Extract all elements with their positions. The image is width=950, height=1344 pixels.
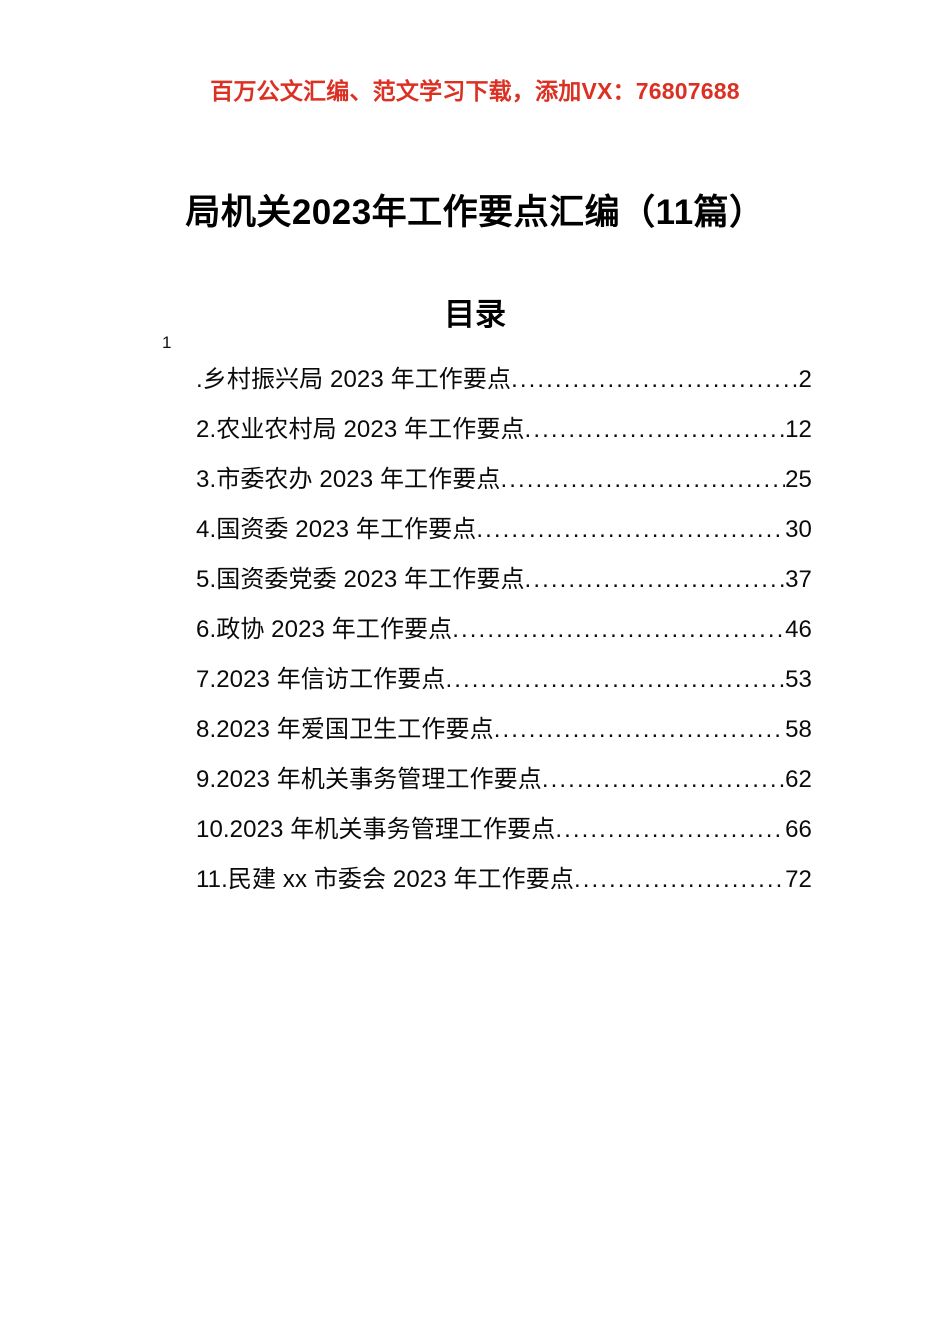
toc-entry-page-number: 62	[785, 766, 812, 793]
toc-dot-leader	[525, 568, 786, 592]
toc-entry-page-number: 72	[785, 866, 812, 893]
toc-entry[interactable]: 4.国资委 2023 年工作要点 30	[196, 518, 812, 568]
toc-entry[interactable]: 11.民建 xx 市委会 2023 年工作要点 72	[196, 868, 812, 918]
toc-entry-label: 5.国资委党委 2023 年工作要点	[196, 566, 525, 593]
toc-entry[interactable]: 2.农业农村局 2023 年工作要点 12	[196, 418, 812, 468]
toc-entry-page-number: 66	[785, 816, 812, 843]
toc-dot-leader	[494, 718, 785, 742]
toc-entry[interactable]: 5.国资委党委 2023 年工作要点 37	[196, 568, 812, 618]
toc-entry[interactable]: 7.2023 年信访工作要点 53	[196, 668, 812, 718]
toc-entry[interactable]: 10.2023 年机关事务管理工作要点 66	[196, 818, 812, 868]
toc-orphan-number: 1	[162, 333, 172, 352]
toc-entry[interactable]: 8.2023 年爱国卫生工作要点 58	[196, 718, 812, 768]
toc-dot-leader	[542, 768, 785, 792]
toc-entry-page-number: 58	[785, 716, 812, 743]
toc-entry-page-number: 25	[785, 466, 812, 493]
toc-dot-leader	[452, 618, 785, 642]
toc-entry-page-number: 12	[785, 416, 812, 443]
toc-dot-leader	[574, 868, 785, 892]
toc-dot-leader	[445, 668, 785, 692]
toc-entry-page-number: 30	[785, 516, 812, 543]
toc-entry-page-number: 37	[785, 566, 812, 593]
toc-entry-label: .乡村振兴局 2023 年工作要点	[196, 366, 512, 393]
toc-entry-page-number: 2	[798, 366, 812, 393]
toc-entry[interactable]: .乡村振兴局 2023 年工作要点 2	[196, 368, 812, 418]
toc-entry[interactable]: 6.政协 2023 年工作要点 46	[196, 618, 812, 668]
toc-entry-label: 11.民建 xx 市委会 2023 年工作要点	[196, 866, 574, 893]
toc-entry-label: 6.政协 2023 年工作要点	[196, 616, 453, 643]
toc-entry-label: 10.2023 年机关事务管理工作要点	[196, 816, 556, 843]
table-of-contents-heading: 目录	[444, 296, 506, 332]
toc-entry-label: 7.2023 年信访工作要点	[196, 666, 446, 693]
toc-dot-leader	[500, 468, 785, 492]
toc-entry[interactable]: 9.2023 年机关事务管理工作要点 62	[196, 768, 812, 818]
toc-dot-leader	[511, 368, 798, 392]
toc-dot-leader	[555, 818, 785, 842]
toc-dot-leader	[525, 418, 786, 442]
toc-entry-label: 2.农业农村局 2023 年工作要点	[196, 416, 525, 443]
toc-entry-page-number: 53	[785, 666, 812, 693]
toc-dot-leader	[476, 518, 785, 542]
toc-entry-label: 4.国资委 2023 年工作要点	[196, 516, 477, 543]
toc-entry-label: 9.2023 年机关事务管理工作要点	[196, 766, 542, 793]
toc-entry-label: 3.市委农办 2023 年工作要点	[196, 466, 501, 493]
table-of-contents-list: .乡村振兴局 2023 年工作要点 2 2.农业农村局 2023 年工作要点 12 3.…	[196, 368, 812, 918]
toc-entry-label: 8.2023 年爱国卫生工作要点	[196, 716, 494, 743]
document-title: 局机关2023年工作要点汇编（11篇）	[185, 193, 765, 233]
toc-entry[interactable]: 3.市委农办 2023 年工作要点 25	[196, 468, 812, 518]
promo-banner: 百万公文汇编、范文学习下载，添加VX：76807688	[210, 78, 740, 104]
toc-entry-page-number: 46	[785, 616, 812, 643]
